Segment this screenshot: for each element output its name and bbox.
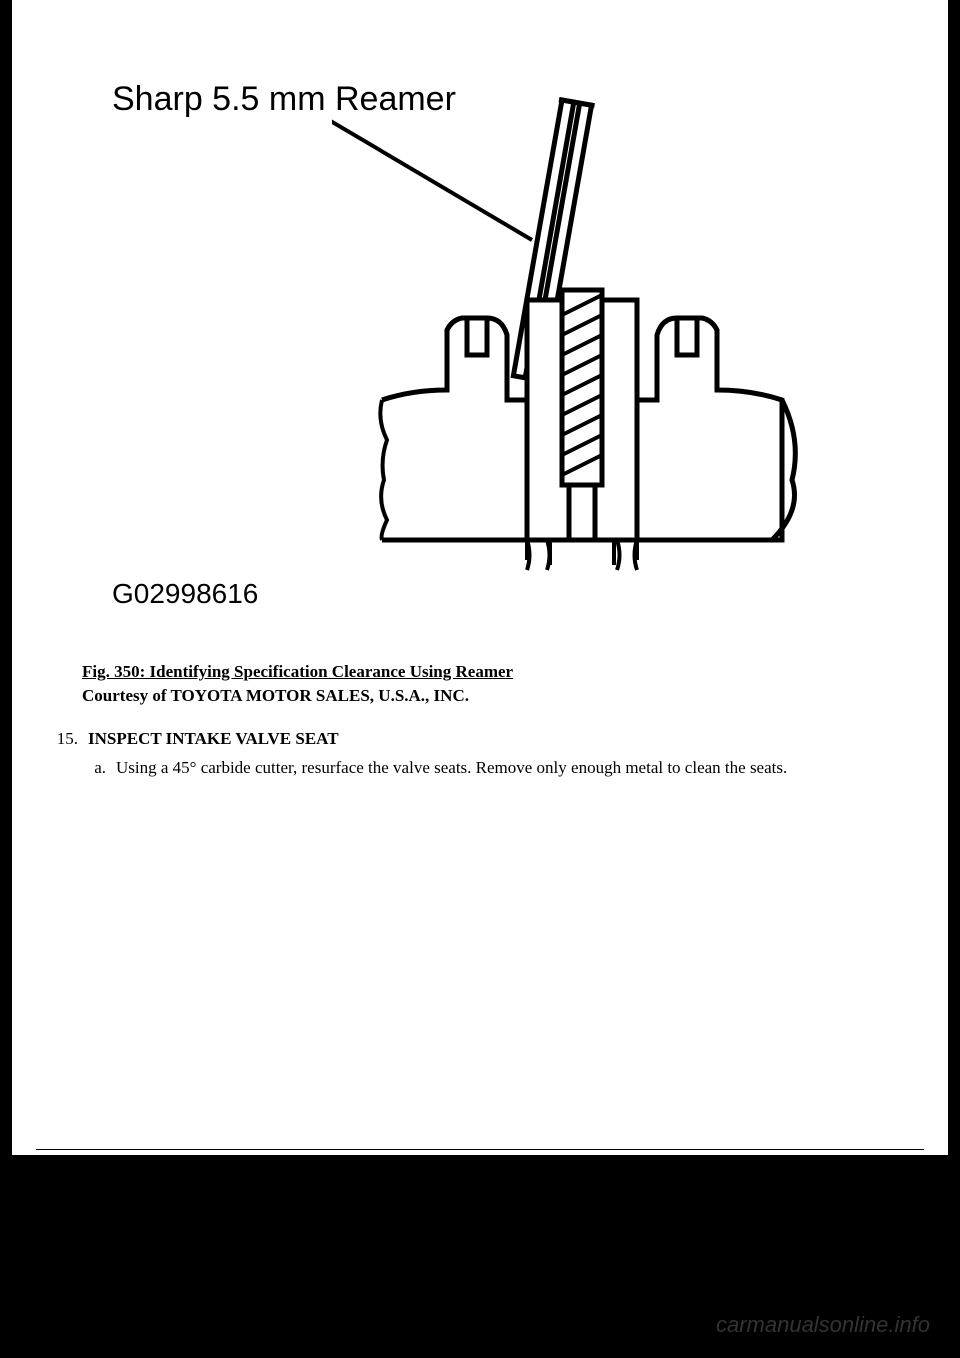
diagram-container: Sharp 5.5 mm Reamer (72, 40, 888, 600)
step-list: 15. INSPECT INTAKE VALVE SEAT a. Using a… (48, 726, 888, 781)
diagram-code: G02998616 (112, 578, 258, 610)
sub-step: a. Using a 45° carbide cutter, resurface… (88, 755, 888, 781)
step-number: 15. (48, 726, 88, 752)
step-title: INSPECT INTAKE VALVE SEAT (88, 726, 339, 752)
figure-caption: Fig. 350: Identifying Specification Clea… (82, 660, 888, 708)
figure-title: Fig. 350: Identifying Specification Clea… (82, 662, 513, 681)
sub-step-text: Using a 45° carbide cutter, resurface th… (116, 755, 787, 781)
figure-courtesy: Courtesy of TOYOTA MOTOR SALES, U.S.A., … (82, 686, 469, 705)
reamer-diagram (332, 60, 832, 580)
sub-step-letter: a. (88, 755, 116, 781)
watermark: carmanualsonline.info (716, 1312, 930, 1338)
document-page: Sharp 5.5 mm Reamer (12, 0, 948, 1155)
step-item: 15. INSPECT INTAKE VALVE SEAT (48, 726, 888, 752)
page-divider (36, 1149, 924, 1150)
